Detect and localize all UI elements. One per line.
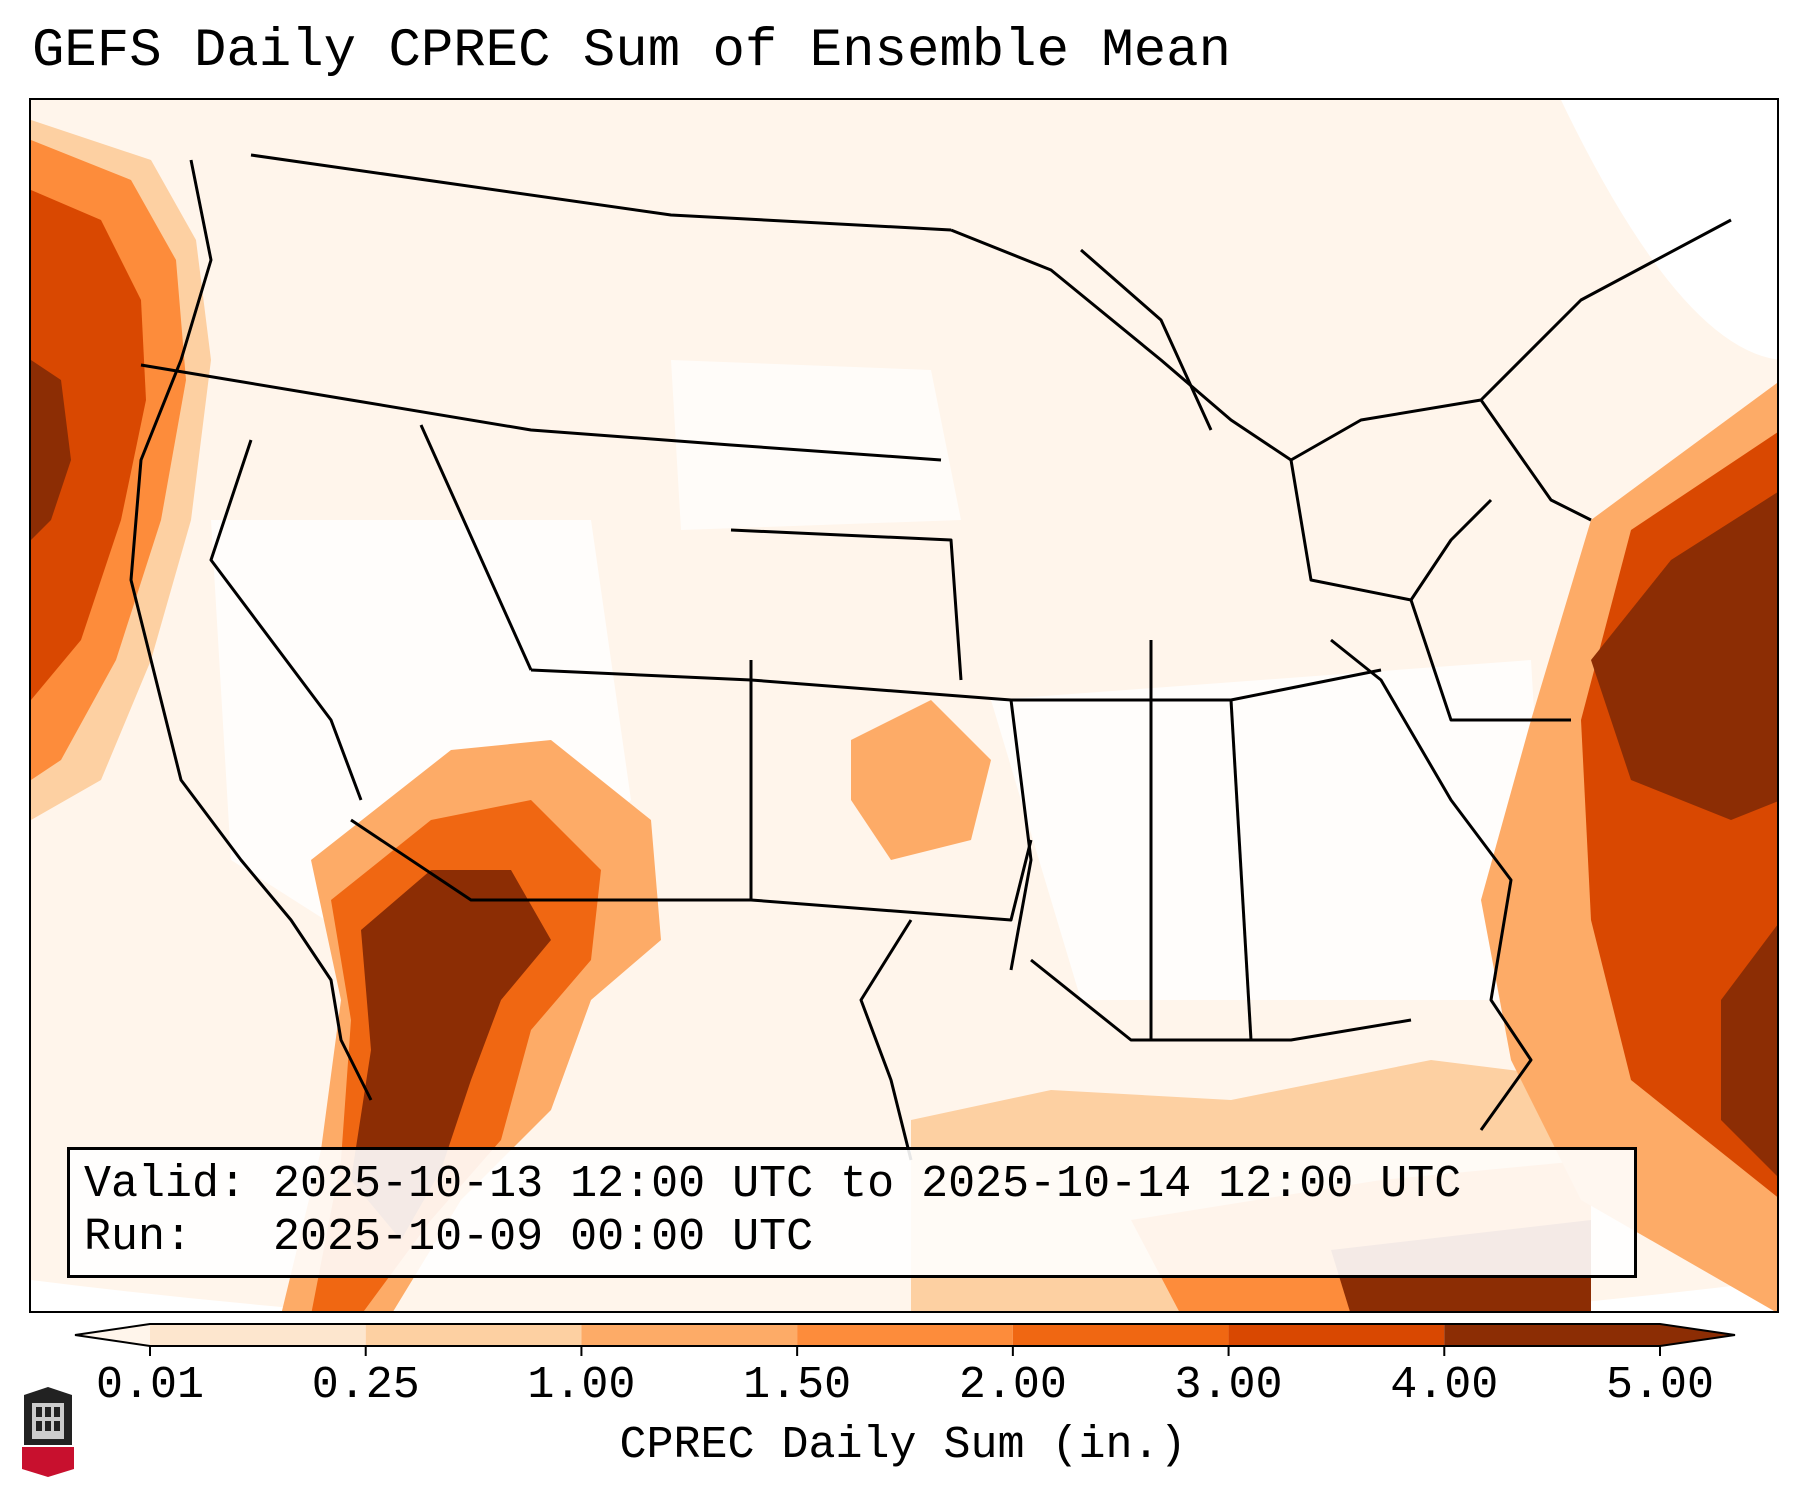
- precip-zone-pacific-core: [31, 360, 71, 540]
- colorbar-tick-label: 0.25: [311, 1360, 420, 1411]
- precip-zone-pacific-inner: [31, 190, 146, 700]
- precipitation-map: Valid: 2025-10-13 12:00 UTC to 2025-10-1…: [29, 98, 1779, 1313]
- colorbar-segment: [1228, 1324, 1445, 1346]
- colorbar-extend-low: [75, 1324, 150, 1346]
- border-nevada: [209, 439, 363, 801]
- colorbar-tick-label: 2.00: [958, 1360, 1067, 1411]
- map-canvas: [31, 100, 1777, 1311]
- valid-run-info-box: Valid: 2025-10-13 12:00 UTC to 2025-10-1…: [67, 1147, 1637, 1278]
- border-nebraska: [730, 528, 963, 681]
- colorbar-segment: [797, 1324, 1013, 1346]
- border-wisconsin-michigan: [1080, 248, 1213, 431]
- colorbar-label: CPREC Daily Sum (in.): [619, 1420, 1187, 1471]
- colorbar-segment: [1444, 1324, 1660, 1346]
- coastline-texas: [859, 919, 913, 1161]
- colorbar-segment: [1012, 1324, 1229, 1346]
- coastline-atlantic-florida: [1330, 638, 1533, 1131]
- border-alabama: [1229, 699, 1253, 1041]
- colorbar-extend-high: [1660, 1324, 1735, 1346]
- border-nm-texas: [749, 660, 1033, 922]
- niu-logo-icon: [22, 1387, 74, 1477]
- run-label: Run:: [84, 1212, 193, 1263]
- colorbar-tick-label: 1.50: [743, 1360, 852, 1411]
- border-northern-states: [140, 363, 942, 462]
- boundary-lines: [129, 153, 1732, 1161]
- run-value: 2025-10-09 00:00 UTC: [273, 1212, 814, 1263]
- valid-value: 2025-10-13 12:00 UTC to 2025-10-14 12:00…: [273, 1159, 1462, 1210]
- colorbar-segment: [581, 1324, 798, 1346]
- colorbar-segment: [150, 1324, 366, 1346]
- domain-edge-bottom: [31, 1280, 1777, 1311]
- precip-zone-oklahoma: [851, 700, 991, 860]
- border-idaho-utah: [419, 424, 533, 671]
- border-virginia-carolina: [1409, 599, 1571, 722]
- precip-zone-southeast-dry: [991, 660, 1551, 1000]
- colorbar-tick-label: 1.00: [527, 1360, 636, 1411]
- colorbar-tick-label: 3.00: [1174, 1360, 1283, 1411]
- colorbar-tick-label: 5.00: [1605, 1360, 1715, 1411]
- colorbar-tick-label: 0.01: [95, 1360, 205, 1411]
- domain-edge-northeast: [1561, 100, 1777, 360]
- coastline-new-england: [1479, 399, 1592, 522]
- colorbar-segment: [365, 1324, 582, 1346]
- coastline-gulf: [1030, 958, 1412, 1042]
- colorbar-tick-label: 4.00: [1390, 1360, 1499, 1411]
- colorbar: [74, 1323, 1736, 1356]
- valid-label: Valid:: [84, 1159, 247, 1210]
- coastline-pacific: [129, 159, 373, 1101]
- precip-zone-plains-dry: [671, 360, 961, 530]
- border-canada-west: [250, 153, 952, 232]
- precip-zone-atlantic-core-south: [1721, 925, 1777, 1176]
- border-arkansas: [1009, 699, 1033, 971]
- map-title: GEFS Daily CPREC Sum of Ensemble Mean: [32, 21, 1231, 82]
- precip-zone-atlantic-core-north: [1591, 492, 1777, 820]
